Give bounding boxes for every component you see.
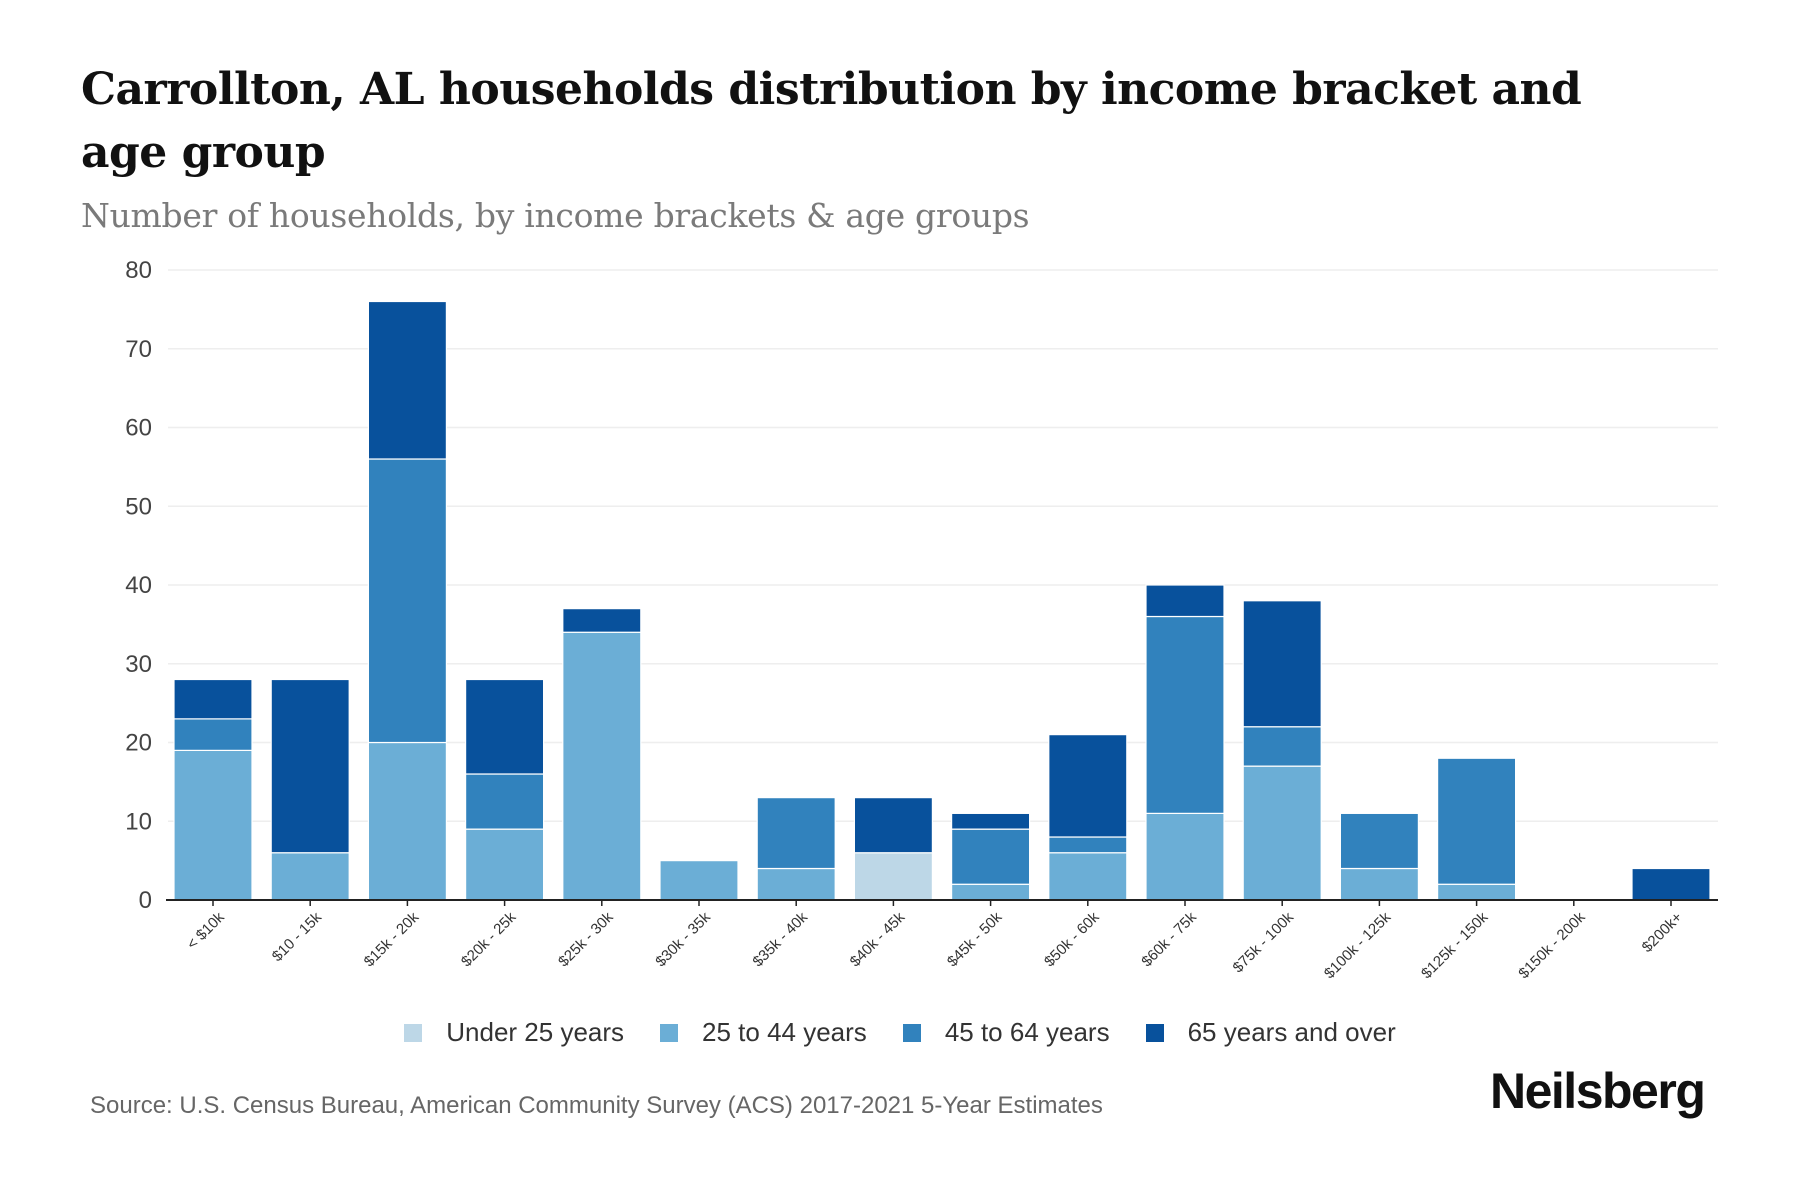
y-tick-label: 70 (125, 336, 152, 363)
bar-segment (1048, 734, 1128, 838)
bar-segment (756, 797, 836, 870)
x-tick-label: $25k - 30k (555, 908, 617, 970)
legend-item: 25 to 44 years (660, 1017, 867, 1048)
bar-stack (1339, 812, 1420, 901)
bar-stack (1436, 757, 1517, 901)
x-tick-label: $50k - 60k (1041, 908, 1103, 970)
x-axis-ticks: < $10k $10 - 15k $15k - 20k $20k - 25k $25k … (184, 900, 1686, 982)
bar-segment (270, 852, 350, 901)
x-tick-label: $150k - 200k (1515, 908, 1589, 982)
bar-segment (950, 828, 1031, 885)
bar-segment (270, 678, 350, 854)
legend-item: 65 years and over (1145, 1017, 1396, 1048)
y-tick-label: 30 (125, 651, 152, 678)
bar-stack (270, 678, 350, 901)
bar-segment (1436, 883, 1517, 901)
x-tick-label: $10 - 15k (269, 908, 326, 965)
bar-segment (465, 828, 545, 901)
source-note: Source: U.S. Census Bureau, American Com… (90, 1092, 1103, 1119)
bar-segment (1048, 852, 1128, 901)
bar-stack (756, 797, 836, 901)
legend: Under 25 years 25 to 44 years 45 to 64 yea… (0, 1017, 1800, 1048)
bar-segment (659, 860, 739, 901)
bar-segment (173, 749, 253, 901)
bar-stack (950, 812, 1031, 901)
x-tick-label: $15k - 20k (361, 908, 423, 970)
bar-segment (173, 718, 253, 751)
legend-swatch-icon (660, 1023, 679, 1042)
bar-segment (853, 852, 934, 901)
y-tick-label: 0 (139, 887, 152, 914)
y-tick-label: 50 (125, 493, 152, 520)
bar-segment (950, 812, 1031, 830)
stacked-bar-chart: 0 10 20 30 40 50 60 70 80 < $10k $10 - 15k $15k - … (125, 257, 1718, 982)
bar-segment (1145, 615, 1225, 814)
legend-label: 45 to 64 years (944, 1017, 1110, 1047)
bar-segment (1145, 812, 1225, 901)
bars (173, 300, 1711, 901)
x-tick-label: $125k - 150k (1418, 908, 1492, 982)
chart-title: Carrollton, AL households distribution b… (81, 64, 1582, 178)
bar-stack (173, 678, 253, 901)
x-tick-label: $60k - 75k (1138, 908, 1200, 970)
bar-segment (1145, 584, 1225, 618)
bar-stack (659, 860, 739, 901)
bar-segment (367, 458, 447, 744)
bar-segment (465, 678, 545, 775)
bar-segment (853, 797, 934, 854)
bar-segment (1339, 812, 1420, 870)
bar-segment (1631, 867, 1711, 901)
x-tick-label: $35k - 40k (749, 908, 811, 970)
bar-segment (367, 741, 447, 901)
legend-label: 25 to 44 years (702, 1017, 867, 1047)
bar-segment (950, 883, 1031, 901)
legend-swatch-icon (1145, 1023, 1164, 1042)
legend-item: Under 25 years (404, 1017, 624, 1048)
y-tick-label: 40 (125, 572, 152, 599)
legend-label: Under 25 years (446, 1017, 625, 1047)
y-tick-label: 10 (125, 808, 152, 835)
x-tick-label: $20k - 25k (458, 908, 520, 970)
y-axis-ticks: 0 10 20 30 40 50 60 70 80 (125, 257, 152, 914)
bar-stack (853, 797, 934, 901)
neilsberg-logo: Neilsberg (1490, 1063, 1706, 1119)
bar-segment (1436, 757, 1517, 885)
x-tick-label: < $10k (184, 908, 229, 953)
legend-item: 45 to 64 years (902, 1017, 1110, 1048)
x-tick-label: $45k - 50k (944, 908, 1006, 970)
bar-segment (562, 608, 642, 633)
y-tick-label: 60 (125, 415, 152, 442)
legend-swatch-icon (902, 1023, 921, 1042)
bar-segment (1339, 867, 1420, 901)
y-tick-label: 20 (125, 730, 152, 757)
bar-stack (1631, 867, 1711, 901)
x-tick-label: $200k+ (1639, 909, 1686, 956)
x-tick-label: $100k - 125k (1321, 908, 1395, 982)
legend-swatch-icon (404, 1023, 423, 1042)
bar-segment (756, 867, 836, 901)
bar-segment (1242, 765, 1322, 901)
bar-segment (367, 300, 447, 460)
y-tick-label: 80 (125, 257, 152, 284)
bar-stack (562, 608, 642, 901)
bar-segment (173, 678, 253, 720)
bar-segment (465, 773, 545, 830)
bar-stack (1145, 584, 1225, 901)
legend-label: 65 years and over (1187, 1017, 1396, 1047)
bar-segment (1048, 836, 1128, 854)
bar-segment (1242, 600, 1322, 728)
bar-segment (1242, 726, 1322, 767)
bar-stack (367, 300, 447, 901)
chart-subtitle: Number of households, by income brackets… (81, 196, 1030, 235)
x-tick-label: $75k - 100k (1230, 908, 1298, 976)
bar-stack (1242, 600, 1322, 901)
bar-stack (1048, 734, 1128, 901)
x-tick-label: $30k - 35k (652, 908, 714, 970)
x-tick-label: $40k - 45k (847, 908, 909, 970)
bar-stack (465, 678, 545, 901)
bar-segment (562, 631, 642, 901)
